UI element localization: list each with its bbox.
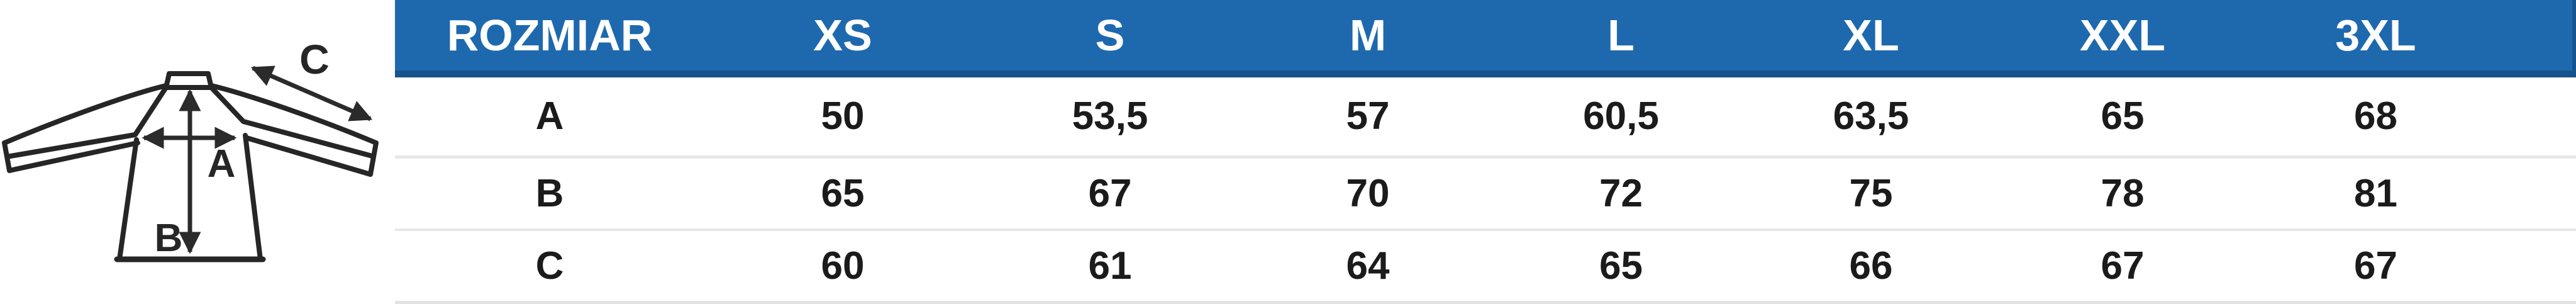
size-value-cell: 81 (2354, 172, 2397, 215)
size-value-cell: 53,5 (1072, 94, 1148, 138)
size-value-cell: 63,5 (1833, 94, 1909, 138)
size-value-cell: 64 (1346, 244, 1390, 288)
size-value-cell: 66 (1849, 244, 1893, 288)
diagram-label-b: B (155, 217, 183, 260)
header-cell-xl: XL (1843, 11, 1899, 60)
size-value-cell: 68 (2354, 94, 2397, 138)
diagram-label-c: C (299, 36, 330, 82)
size-value-cell: 60 (821, 244, 865, 288)
header-cell-xs: XS (813, 11, 872, 60)
size-value-cell: 57 (1346, 94, 1390, 138)
header-cell-l: L (1607, 11, 1635, 60)
header-cell-xxl: XXL (2079, 11, 2166, 60)
size-value-cell: 72 (1599, 172, 1643, 215)
size-value-cell: 70 (1346, 172, 1390, 215)
size-value-cell: 61 (1088, 244, 1132, 288)
size-value-cell: 65 (1599, 244, 1643, 288)
table-row: C 60 61 64 65 66 67 67 (395, 228, 2576, 301)
header-cell-s: S (1095, 11, 1125, 60)
jacket-outline-icon (2, 71, 379, 262)
row-label-cell: C (535, 244, 564, 288)
size-value-cell: 78 (2101, 172, 2145, 215)
table-header-row: ROZMIAR XS S M L XL XXL 3XL (395, 0, 2576, 77)
size-value-cell: 65 (821, 172, 865, 215)
size-value-cell: 50 (821, 94, 865, 138)
size-value-cell: 67 (2101, 244, 2145, 288)
table-bottom-divider (395, 301, 2576, 304)
size-value-cell: 65 (2101, 94, 2145, 138)
size-table: ROZMIAR XS S M L XL XXL 3XL A 50 53,5 57… (395, 0, 2576, 304)
size-value-cell: 60,5 (1583, 94, 1659, 138)
sleeve-arrow-c (250, 65, 373, 121)
header-cell-3xl: 3XL (2335, 11, 2416, 60)
jacket-diagram: A B C (2, 36, 379, 262)
header-cell-rozmiar: ROZMIAR (447, 11, 653, 60)
row-label-cell: B (535, 172, 564, 215)
header-cell-m: M (1349, 11, 1387, 60)
diagram-label-a: A (208, 142, 236, 186)
size-value-cell: 67 (2354, 244, 2397, 288)
table-row: A 50 53,5 57 60,5 63,5 65 68 (395, 77, 2576, 155)
size-value-cell: 67 (1088, 172, 1132, 215)
size-value-cell: 75 (1849, 172, 1893, 215)
row-label-cell: A (535, 94, 564, 138)
table-row: B 65 67 70 72 75 78 81 (395, 155, 2576, 228)
